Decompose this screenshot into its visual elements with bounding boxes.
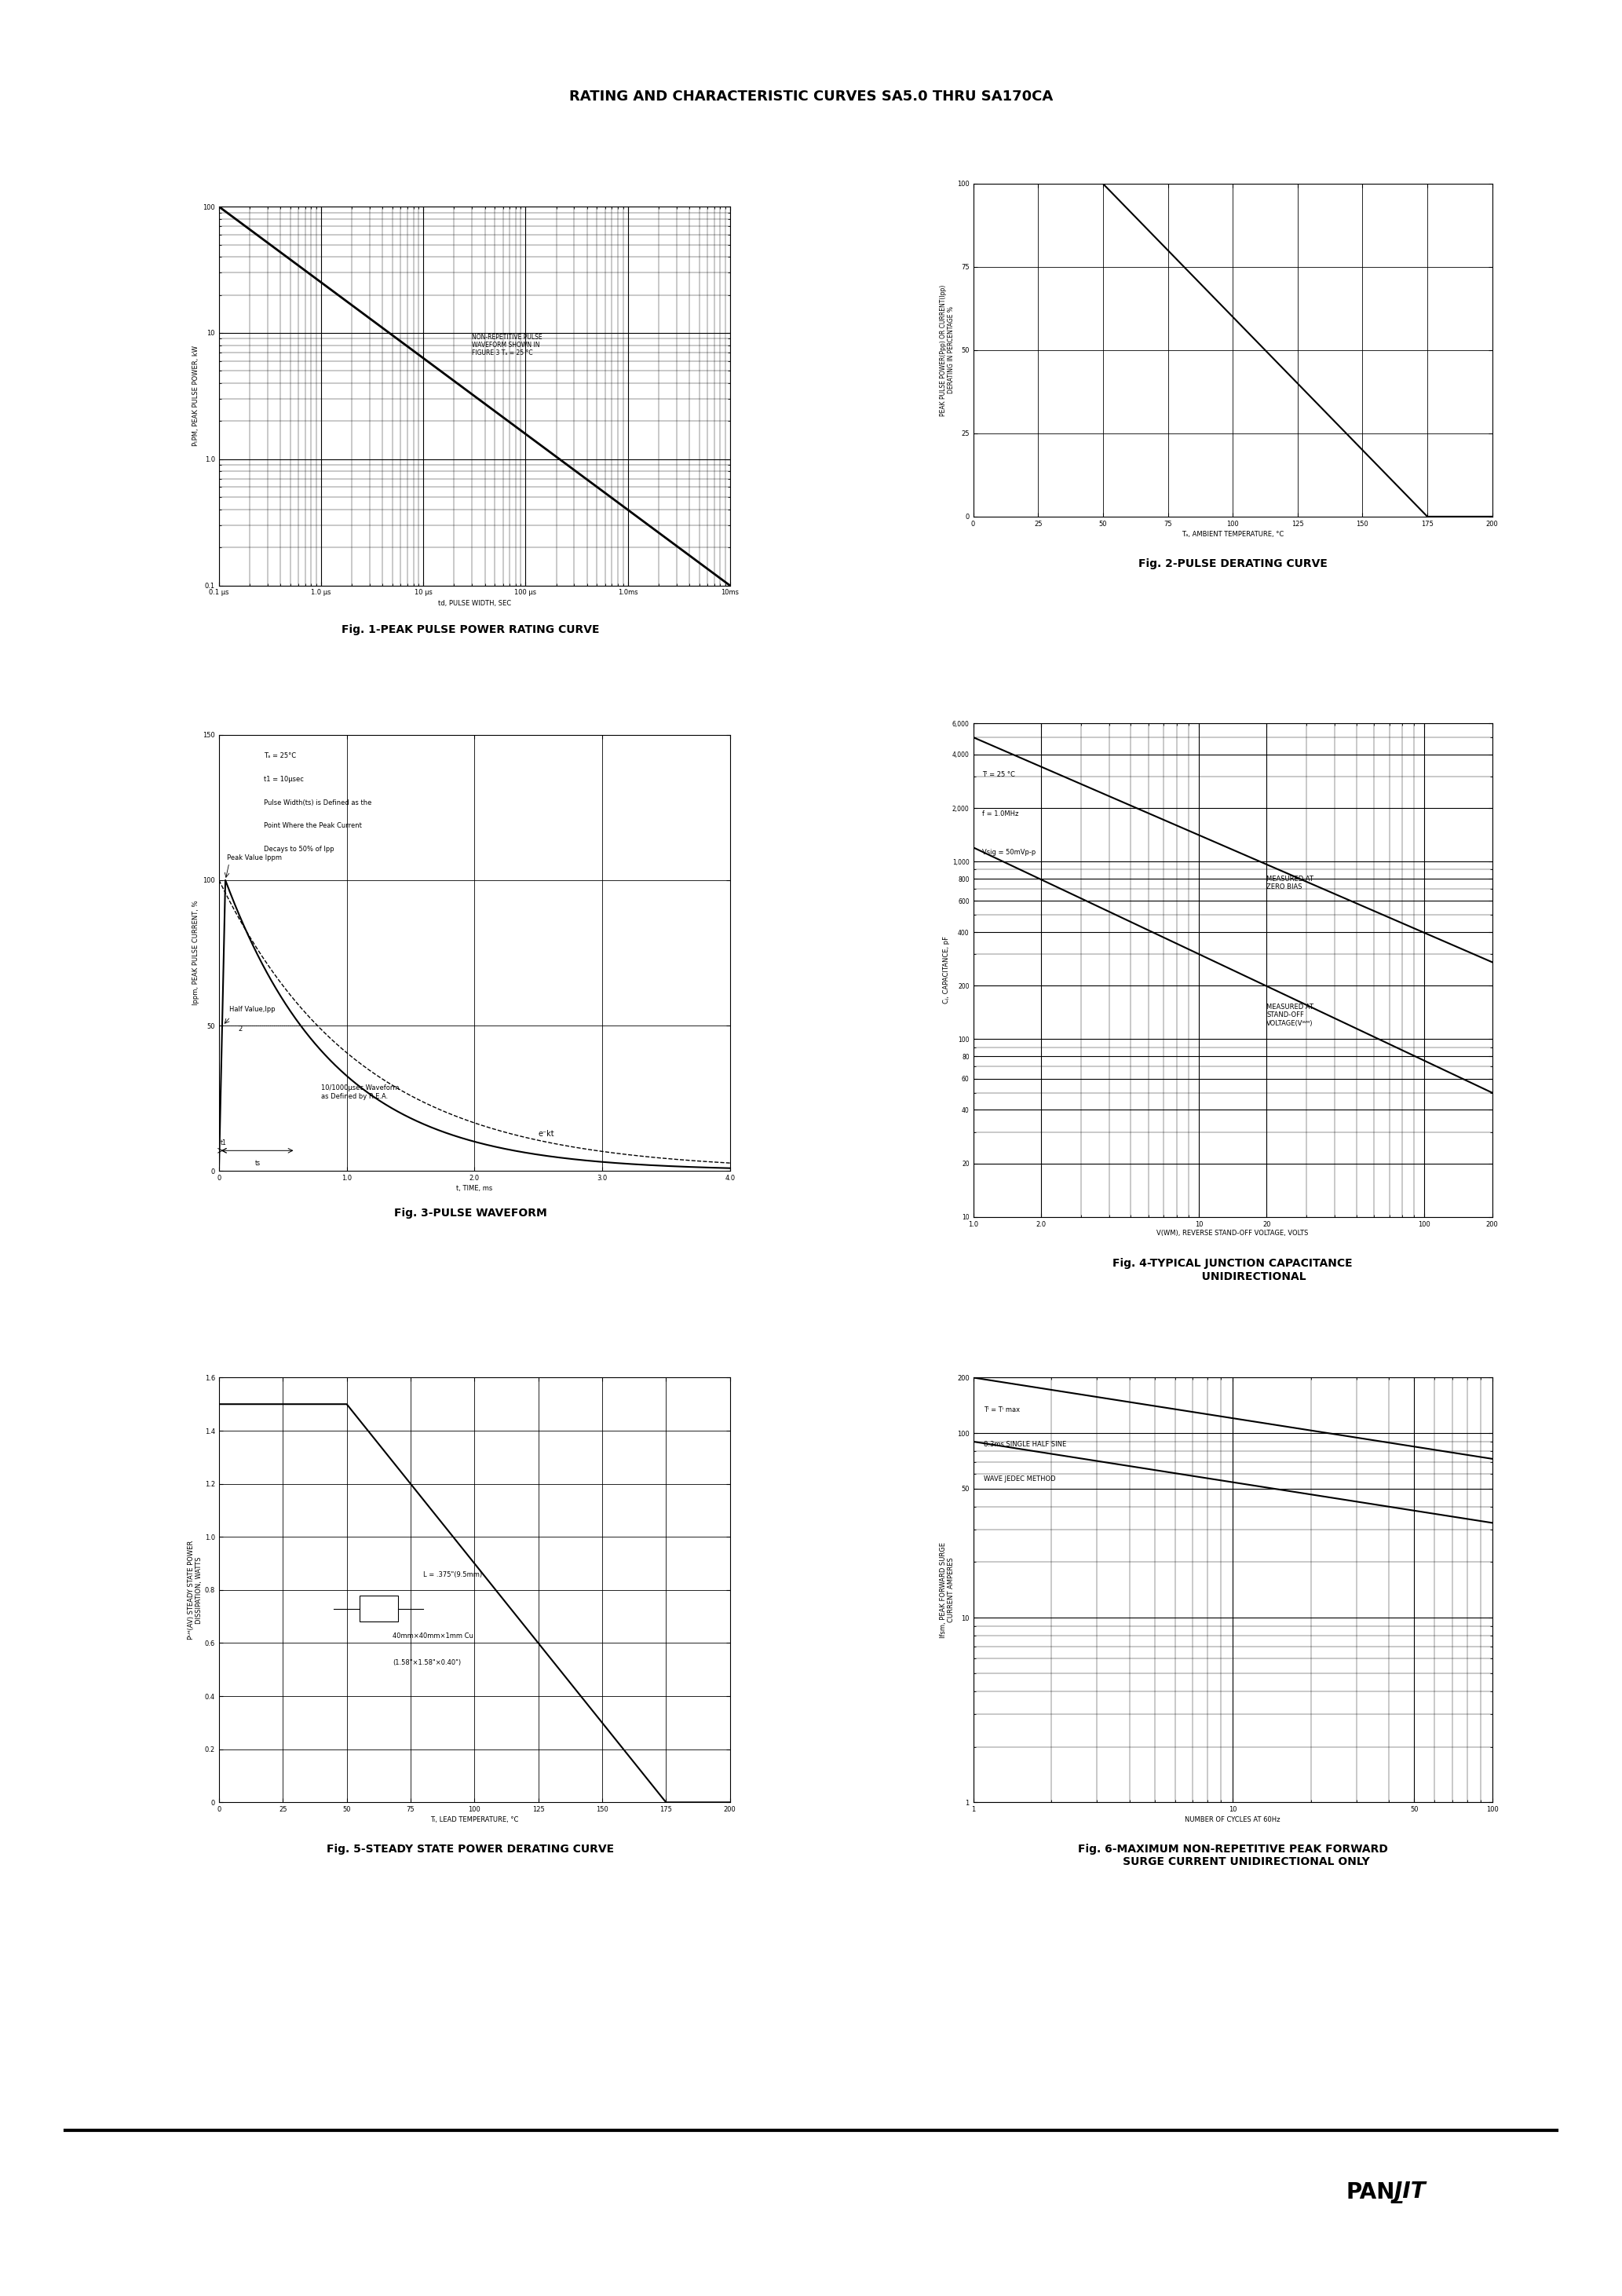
Y-axis label: Cⱼ, CAPACITANCE, pF: Cⱼ, CAPACITANCE, pF — [942, 937, 950, 1003]
Text: t1 = 10μsec: t1 = 10μsec — [264, 776, 303, 783]
Text: Peak Value Ippm: Peak Value Ippm — [227, 854, 282, 861]
Text: Fig. 4-TYPICAL JUNCTION CAPACITANCE
           UNIDIRECTIONAL: Fig. 4-TYPICAL JUNCTION CAPACITANCE UNID… — [1113, 1258, 1353, 1281]
FancyBboxPatch shape — [360, 1596, 397, 1621]
Text: Decays to 50% of Ipp: Decays to 50% of Ipp — [264, 845, 334, 852]
Text: t1: t1 — [221, 1139, 227, 1146]
Text: RATING AND CHARACTERISTIC CURVES SA5.0 THRU SA170CA: RATING AND CHARACTERISTIC CURVES SA5.0 T… — [569, 90, 1053, 103]
Text: Vsig = 50mVp-p: Vsig = 50mVp-p — [983, 850, 1036, 856]
Text: e⁻kt: e⁻kt — [539, 1130, 555, 1137]
Text: Fig. 1-PEAK PULSE POWER RATING CURVE: Fig. 1-PEAK PULSE POWER RATING CURVE — [341, 625, 600, 636]
Text: MEASURED AT
ZERO BIAS: MEASURED AT ZERO BIAS — [1267, 875, 1314, 891]
X-axis label: NUMBER OF CYCLES AT 60Hz: NUMBER OF CYCLES AT 60Hz — [1186, 1816, 1280, 1823]
Text: 40mm×40mm×1mm Cu: 40mm×40mm×1mm Cu — [393, 1632, 474, 1639]
Text: Fig. 3-PULSE WAVEFORM: Fig. 3-PULSE WAVEFORM — [394, 1208, 547, 1219]
Text: 10/1000μsec Waveform
as Defined by R.E.A.: 10/1000μsec Waveform as Defined by R.E.A… — [321, 1084, 399, 1100]
X-axis label: td, PULSE WIDTH, SEC: td, PULSE WIDTH, SEC — [438, 599, 511, 606]
Text: NON-REPETITIVE PULSE
WAVEFORM SHOWN IN
FIGURE 3 Tₐ = 25 °C: NON-REPETITIVE PULSE WAVEFORM SHOWN IN F… — [472, 333, 542, 356]
Text: 2: 2 — [238, 1026, 242, 1033]
Text: Point Where the Peak Current: Point Where the Peak Current — [264, 822, 362, 829]
Text: Tₐ = 25°C: Tₐ = 25°C — [264, 753, 295, 760]
Text: Tⁱ = 25 °C: Tⁱ = 25 °C — [983, 771, 1015, 778]
Text: f = 1.0MHz: f = 1.0MHz — [983, 810, 1019, 817]
Text: Fig. 5-STEADY STATE POWER DERATING CURVE: Fig. 5-STEADY STATE POWER DERATING CURVE — [326, 1844, 615, 1855]
X-axis label: Tₗ, LEAD TEMPERATURE, °C: Tₗ, LEAD TEMPERATURE, °C — [430, 1816, 519, 1823]
Y-axis label: PEAK PULSE POWER(Ppp) OR CURRENT(Ipp)
DERATING IN PERCENTAGE %: PEAK PULSE POWER(Ppp) OR CURRENT(Ipp) DE… — [939, 285, 955, 416]
Text: L = .375"(9.5mm): L = .375"(9.5mm) — [423, 1570, 482, 1577]
Y-axis label: Ifsm, PEAK FORWARD SURGE
CURRENT AMPERES: Ifsm, PEAK FORWARD SURGE CURRENT AMPERES — [939, 1543, 955, 1637]
Text: 8.3ms SINGLE HALF SINE: 8.3ms SINGLE HALF SINE — [985, 1440, 1067, 1449]
Text: WAVE JEDEC METHOD: WAVE JEDEC METHOD — [985, 1476, 1056, 1483]
Y-axis label: Pᴸᴹ(AV) STEADY STATE POWER
DISSIPATION, WATTS: Pᴸᴹ(AV) STEADY STATE POWER DISSIPATION, … — [187, 1541, 203, 1639]
X-axis label: Tₐ, AMBIENT TEMPERATURE, °C: Tₐ, AMBIENT TEMPERATURE, °C — [1181, 530, 1285, 537]
X-axis label: t, TIME, ms: t, TIME, ms — [456, 1185, 493, 1192]
Text: J̲IT: J̲IT — [1395, 2181, 1426, 2204]
Text: (1.58"×1.58"×0.40"): (1.58"×1.58"×0.40") — [393, 1658, 461, 1667]
Y-axis label: Ippm, PEAK PULSE CURRENT, %: Ippm, PEAK PULSE CURRENT, % — [193, 900, 200, 1006]
Text: Tⁱ = Tⁱ max: Tⁱ = Tⁱ max — [985, 1407, 1020, 1414]
X-axis label: V(WM), REVERSE STAND-OFF VOLTAGE, VOLTS: V(WM), REVERSE STAND-OFF VOLTAGE, VOLTS — [1156, 1231, 1309, 1238]
Text: Fig. 2-PULSE DERATING CURVE: Fig. 2-PULSE DERATING CURVE — [1139, 558, 1327, 569]
Text: Fig. 6-MAXIMUM NON-REPETITIVE PEAK FORWARD
       SURGE CURRENT UNIDIRECTIONAL O: Fig. 6-MAXIMUM NON-REPETITIVE PEAK FORWA… — [1077, 1844, 1388, 1867]
Text: Half Value,Ipp: Half Value,Ipp — [229, 1006, 276, 1013]
Text: ts: ts — [255, 1159, 260, 1166]
Y-axis label: PₜPM, PEAK PULSE POWER, kW: PₜPM, PEAK PULSE POWER, kW — [193, 347, 200, 445]
Text: Pulse Width(ts) is Defined as the: Pulse Width(ts) is Defined as the — [264, 799, 371, 806]
Text: MEASURED AT
STAND-OFF
VOLTAGE(Vᵂᴹ): MEASURED AT STAND-OFF VOLTAGE(Vᵂᴹ) — [1267, 1003, 1314, 1026]
Text: PAN: PAN — [1346, 2181, 1395, 2204]
